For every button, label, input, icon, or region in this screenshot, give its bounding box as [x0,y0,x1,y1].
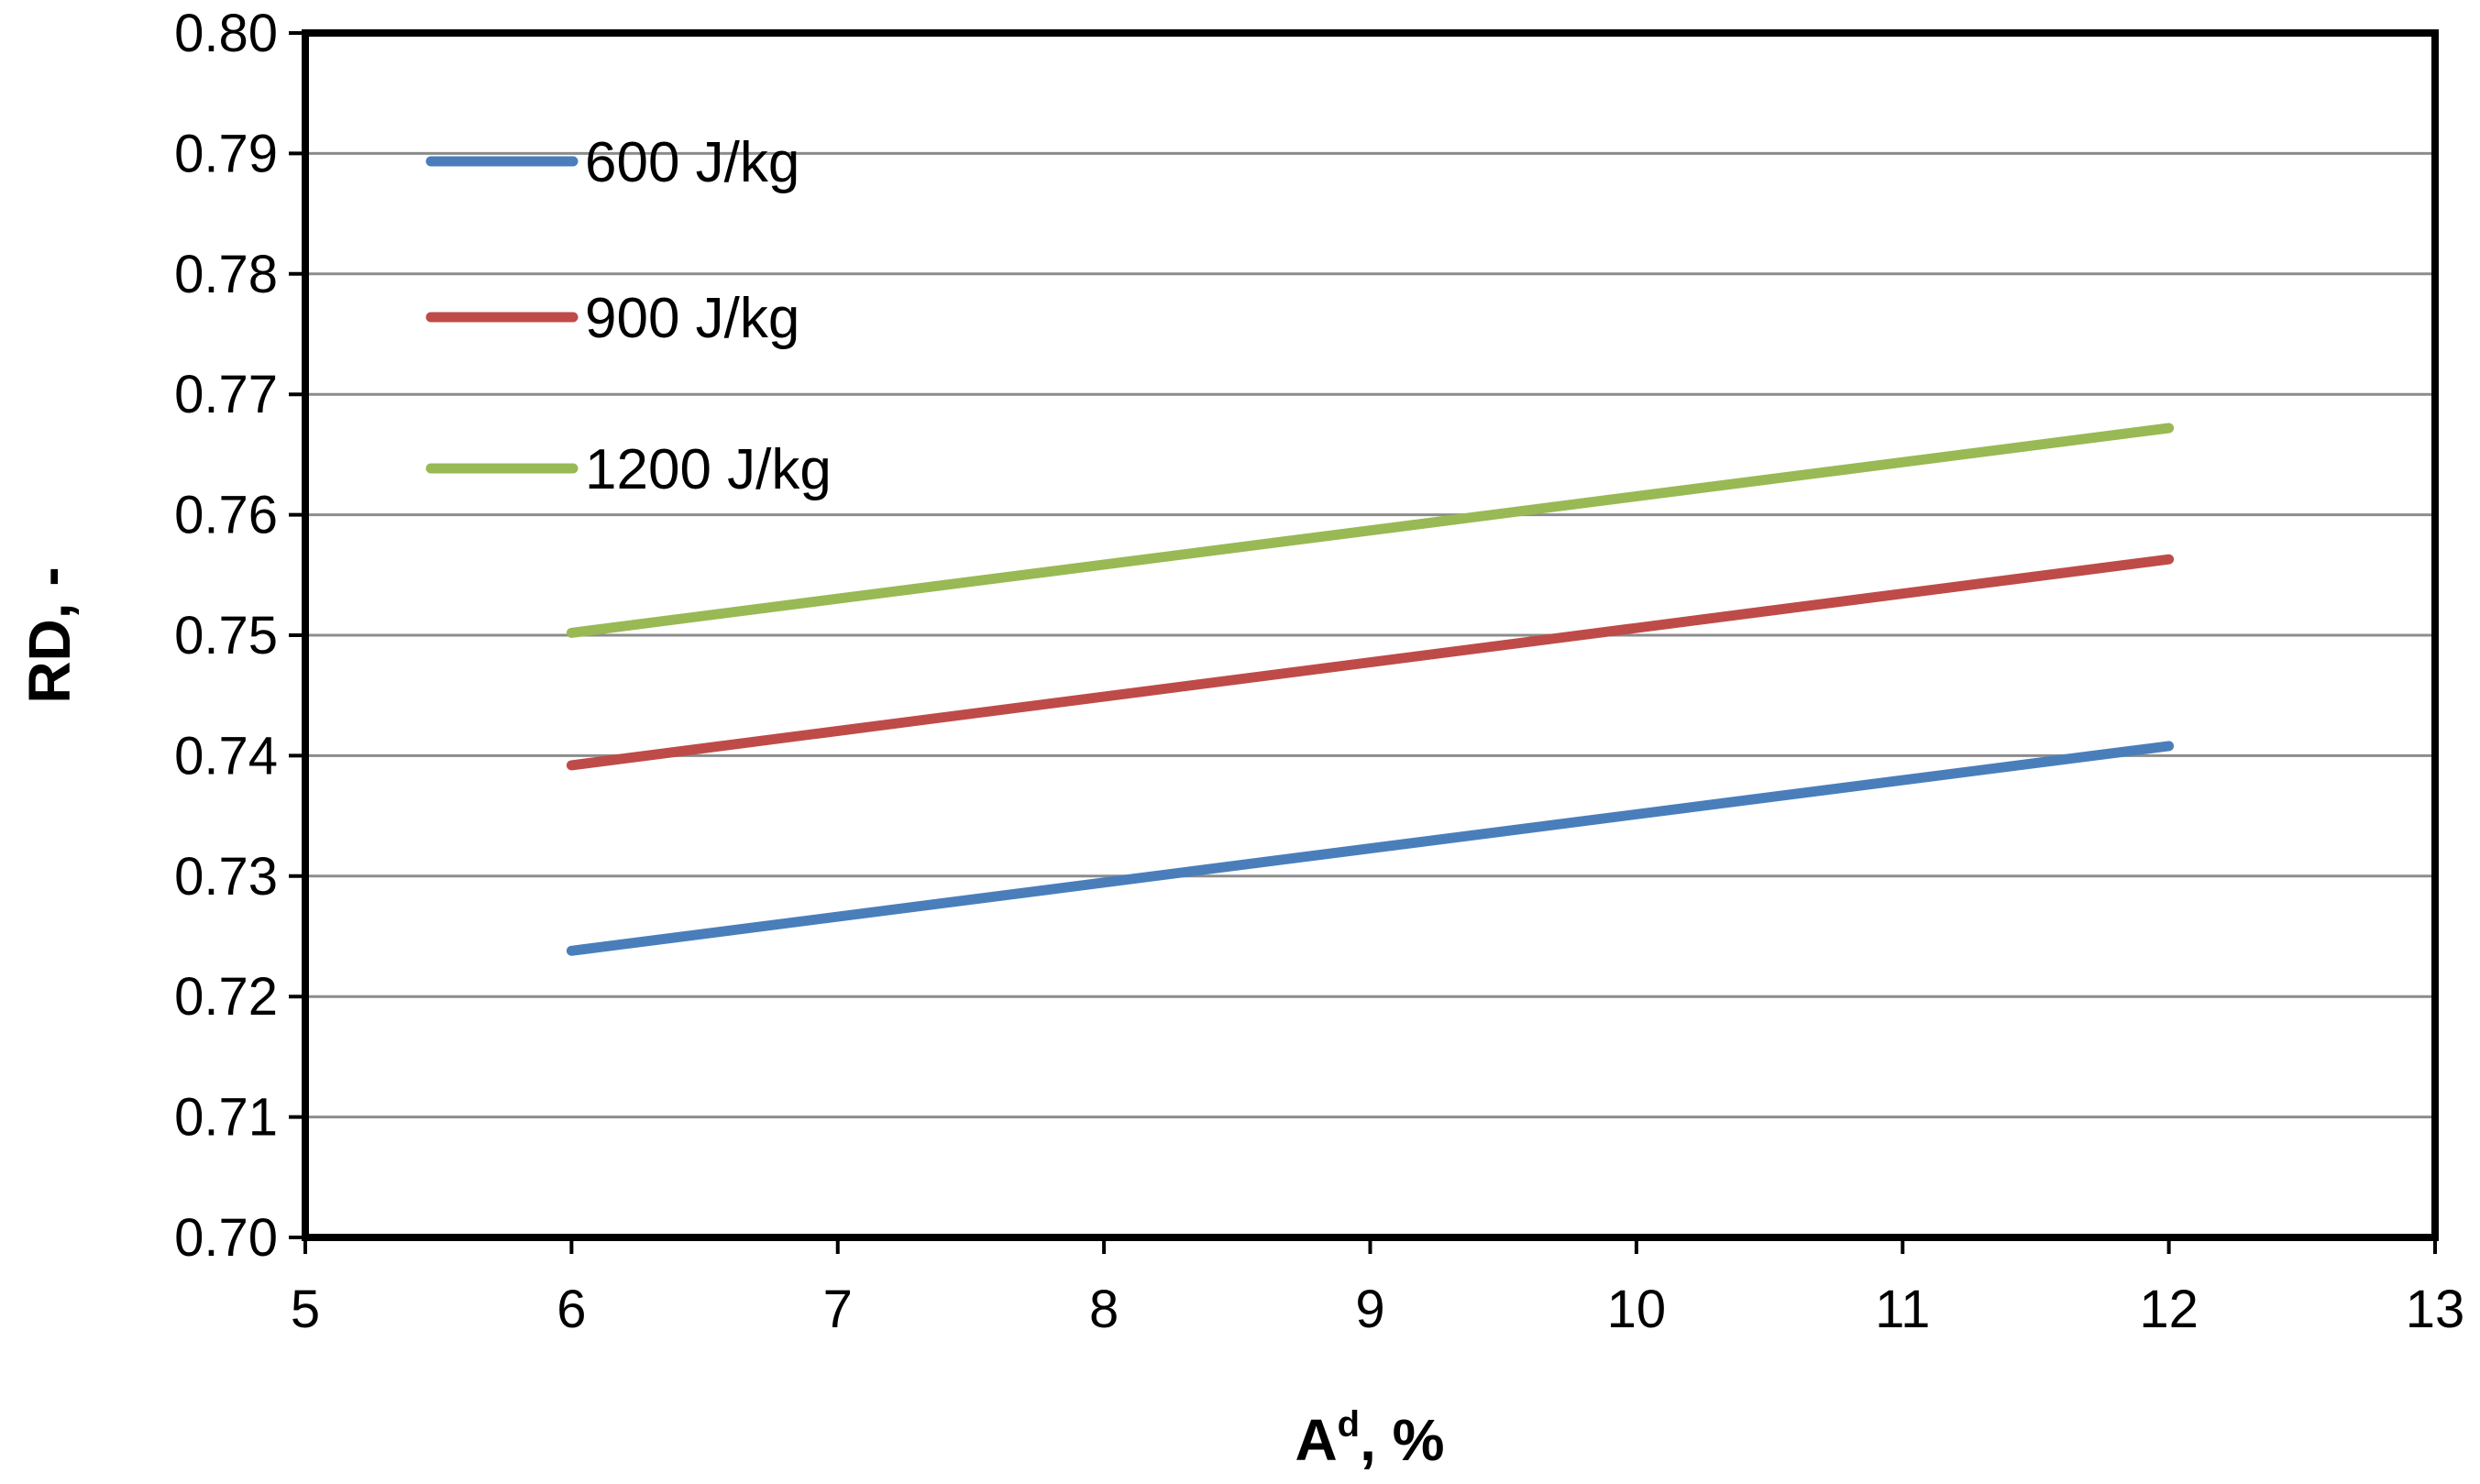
x-tick-label: 5 [291,1280,320,1339]
y-axis-ticks: 0.70 0.71 0.72 0.73 0.74 0.75 0.76 0.77 0.78 0.79… [174,4,305,1268]
series-line-2 [566,554,2175,771]
y-tick-label: 0.75 [174,606,278,665]
legend-label-3: 1200 J/kg [585,438,832,501]
x-axis-title-superscript: d [1338,1404,1360,1445]
x-tick-label: 6 [557,1280,586,1339]
legend: 600 J/kg 900 J/kg 1200 J/kg [425,131,832,501]
series-line-1 [566,741,2175,956]
y-tick-label: 0.79 [174,124,278,183]
y-tick-label: 0.78 [174,245,278,304]
series-line-3 [566,423,2175,638]
y-tick-label: 0.70 [174,1208,278,1268]
series-lines [566,423,2175,956]
legend-label-1: 600 J/kg [585,131,799,194]
y-tick-label: 0.77 [174,365,278,424]
y-tick-label: 0.73 [174,847,278,907]
x-tick-label: 11 [1875,1280,1930,1339]
x-tick-label: 7 [823,1280,853,1339]
legend-label-2: 900 J/kg [585,287,799,350]
x-axis-ticks: 5 6 7 8 9 10 11 12 13 [291,1237,2464,1339]
x-axis-title: Ad, % [1295,1404,1444,1473]
y-tick-label: 0.80 [174,4,278,63]
y-tick-label: 0.74 [174,726,278,786]
x-tick-label: 12 [2139,1280,2199,1339]
y-tick-label: 0.71 [174,1088,278,1148]
x-axis-title-rest: , % [1360,1407,1444,1473]
x-tick-label: 8 [1089,1280,1119,1339]
x-tick-label: 9 [1355,1280,1384,1339]
y-tick-label: 0.76 [174,486,278,545]
x-axis-title-main: A [1295,1407,1337,1473]
y-tick-label: 0.72 [174,967,278,1027]
x-tick-label: 10 [1607,1280,1667,1339]
y-axis-title: RD, - [17,566,83,703]
x-tick-label: 13 [2406,1280,2465,1339]
